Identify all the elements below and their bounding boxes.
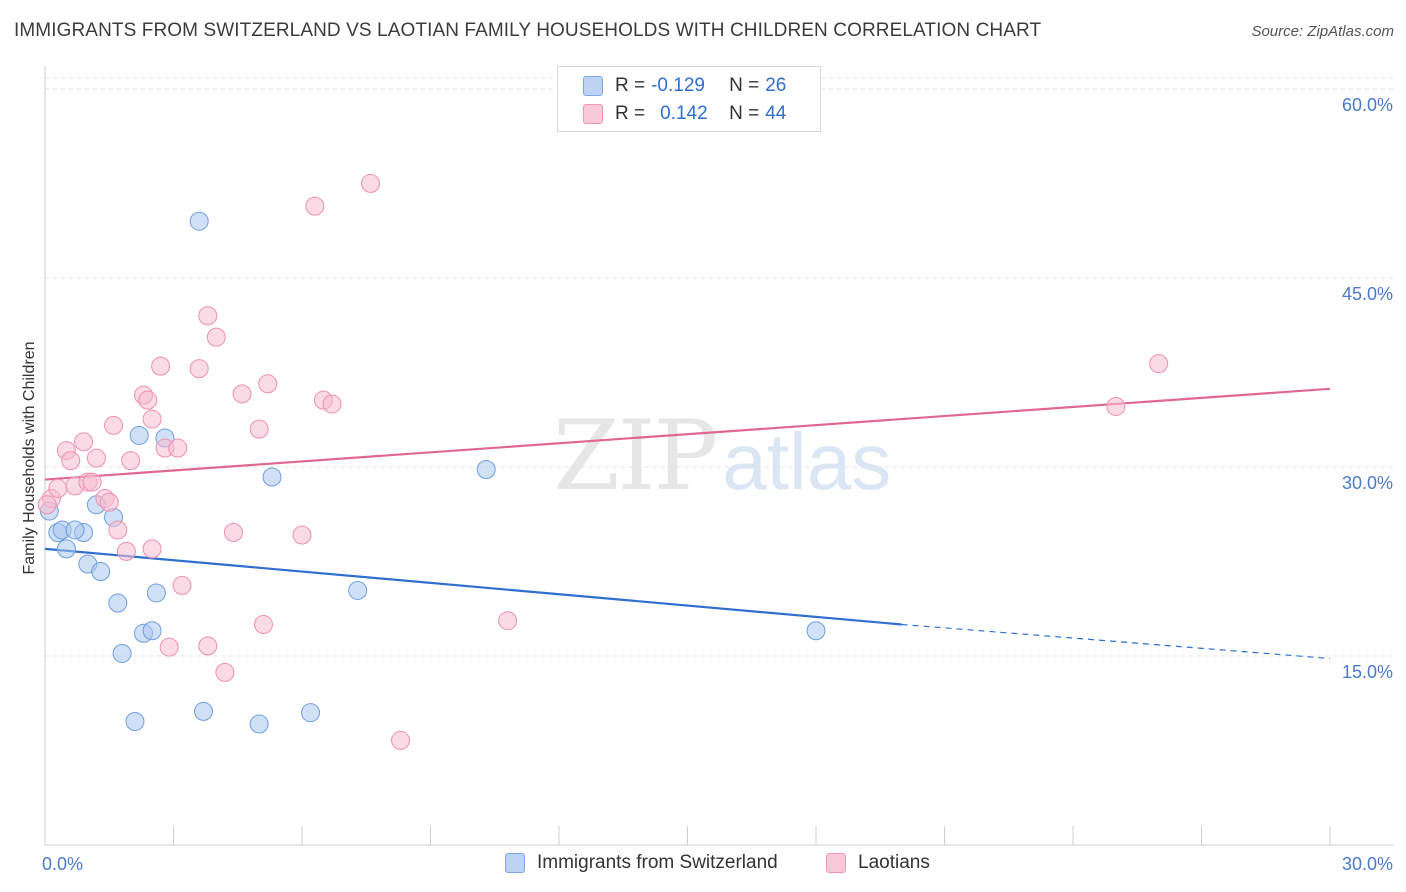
- point-laotians: [215, 662, 235, 682]
- point-switzerland: [142, 621, 162, 641]
- point-switzerland: [301, 703, 321, 723]
- point-laotians: [253, 614, 273, 634]
- point-laotians: [99, 492, 119, 512]
- legend-n-value: 26: [765, 75, 787, 96]
- legend-n-value: 44: [765, 103, 787, 124]
- point-laotians: [198, 306, 218, 326]
- point-laotians: [232, 384, 252, 404]
- point-laotians: [104, 415, 124, 435]
- point-laotians: [292, 525, 312, 545]
- y-tick-label: 15.0%: [1342, 662, 1393, 682]
- point-laotians: [1106, 396, 1126, 416]
- data-points: [37, 173, 1169, 750]
- chart-title: IMMIGRANTS FROM SWITZERLAND VS LAOTIAN F…: [14, 20, 1042, 41]
- trend-lines: [44, 387, 1331, 660]
- point-laotians: [86, 448, 106, 468]
- trend-line-laotians: [44, 387, 1331, 481]
- bottom-legend-switzerland: Immigrants from Switzerland: [505, 852, 778, 874]
- point-switzerland: [262, 467, 282, 487]
- point-laotians: [37, 495, 57, 515]
- point-laotians: [142, 539, 162, 559]
- bottom-legend-swatch-switzerland: [505, 853, 525, 873]
- point-switzerland: [125, 712, 145, 732]
- x-tick-label: 0.0%: [42, 854, 83, 874]
- point-laotians: [258, 374, 278, 394]
- point-laotians: [223, 522, 243, 542]
- point-laotians: [138, 390, 158, 410]
- source-credit: Source: ZipAtlas.com: [1251, 23, 1394, 40]
- bottom-legend-label-laotians: Laotians: [858, 852, 930, 873]
- correlation-legend: R = -0.129 N = 26 R = 0.142 N = 44: [557, 66, 821, 132]
- point-laotians: [142, 409, 162, 429]
- point-switzerland: [146, 583, 166, 603]
- grid-lines: [45, 77, 1393, 657]
- legend-r-value: -0.129: [651, 75, 705, 96]
- watermark-zip: ZIP: [553, 400, 718, 512]
- point-laotians: [74, 432, 94, 452]
- point-laotians: [108, 520, 128, 540]
- watermark-atlas: atlas: [722, 417, 892, 506]
- point-switzerland: [348, 580, 368, 600]
- point-laotians: [322, 394, 342, 414]
- point-switzerland: [189, 211, 209, 231]
- point-switzerland: [806, 621, 826, 641]
- point-switzerland: [129, 425, 149, 445]
- bottom-legend-laotians: Laotians: [826, 852, 930, 874]
- legend-swatch-switzerland: [583, 76, 603, 96]
- legend-r-label: R =: [615, 75, 646, 96]
- point-laotians: [189, 359, 209, 379]
- point-laotians: [305, 196, 325, 216]
- y-tick-label: 45.0%: [1342, 284, 1393, 304]
- point-laotians: [206, 327, 226, 347]
- tick-labels: 15.0% 30.0% 45.0% 60.0% 0.0% 30.0%: [42, 95, 1393, 874]
- point-switzerland: [249, 714, 269, 734]
- legend-r-value: 0.142: [660, 103, 708, 124]
- x-tick-label: 30.0%: [1342, 854, 1393, 874]
- trend-line-switzerland: [44, 547, 902, 626]
- legend-row-laotians: R = 0.142 N = 44: [583, 101, 786, 127]
- legend-r-label: R =: [615, 103, 646, 124]
- legend-n-label: N =: [729, 103, 760, 124]
- y-tick-label: 60.0%: [1342, 95, 1393, 115]
- bottom-legend-label-switzerland: Immigrants from Switzerland: [537, 852, 778, 873]
- point-laotians: [121, 451, 141, 471]
- y-tick-label: 30.0%: [1342, 473, 1393, 493]
- point-laotians: [159, 637, 179, 657]
- point-switzerland: [476, 459, 496, 479]
- legend-row-switzerland: R = -0.129 N = 26: [583, 73, 786, 99]
- point-laotians: [172, 575, 192, 595]
- point-switzerland: [56, 539, 76, 559]
- point-switzerland: [65, 520, 85, 540]
- trend-line-switzerland-extension: [901, 623, 1331, 660]
- point-switzerland: [193, 701, 213, 721]
- point-laotians: [198, 636, 218, 656]
- point-laotians: [361, 173, 381, 193]
- watermark: ZIPatlas: [553, 400, 891, 512]
- point-laotians: [498, 611, 518, 631]
- point-laotians: [61, 451, 81, 471]
- axes: [44, 66, 1393, 846]
- point-laotians: [116, 541, 136, 561]
- point-laotians: [249, 419, 269, 439]
- point-switzerland: [112, 643, 132, 663]
- bottom-legend-swatch-laotians: [826, 853, 846, 873]
- y-axis-label: Family Households with Children: [21, 342, 38, 575]
- point-laotians: [82, 472, 102, 492]
- point-laotians: [391, 730, 411, 750]
- point-laotians: [1149, 354, 1169, 374]
- legend-n-label: N =: [729, 75, 760, 96]
- point-switzerland: [108, 593, 128, 613]
- point-switzerland: [91, 562, 111, 582]
- point-laotians: [168, 438, 188, 458]
- legend-swatch-laotians: [583, 104, 603, 124]
- point-laotians: [48, 478, 68, 498]
- point-laotians: [151, 356, 171, 376]
